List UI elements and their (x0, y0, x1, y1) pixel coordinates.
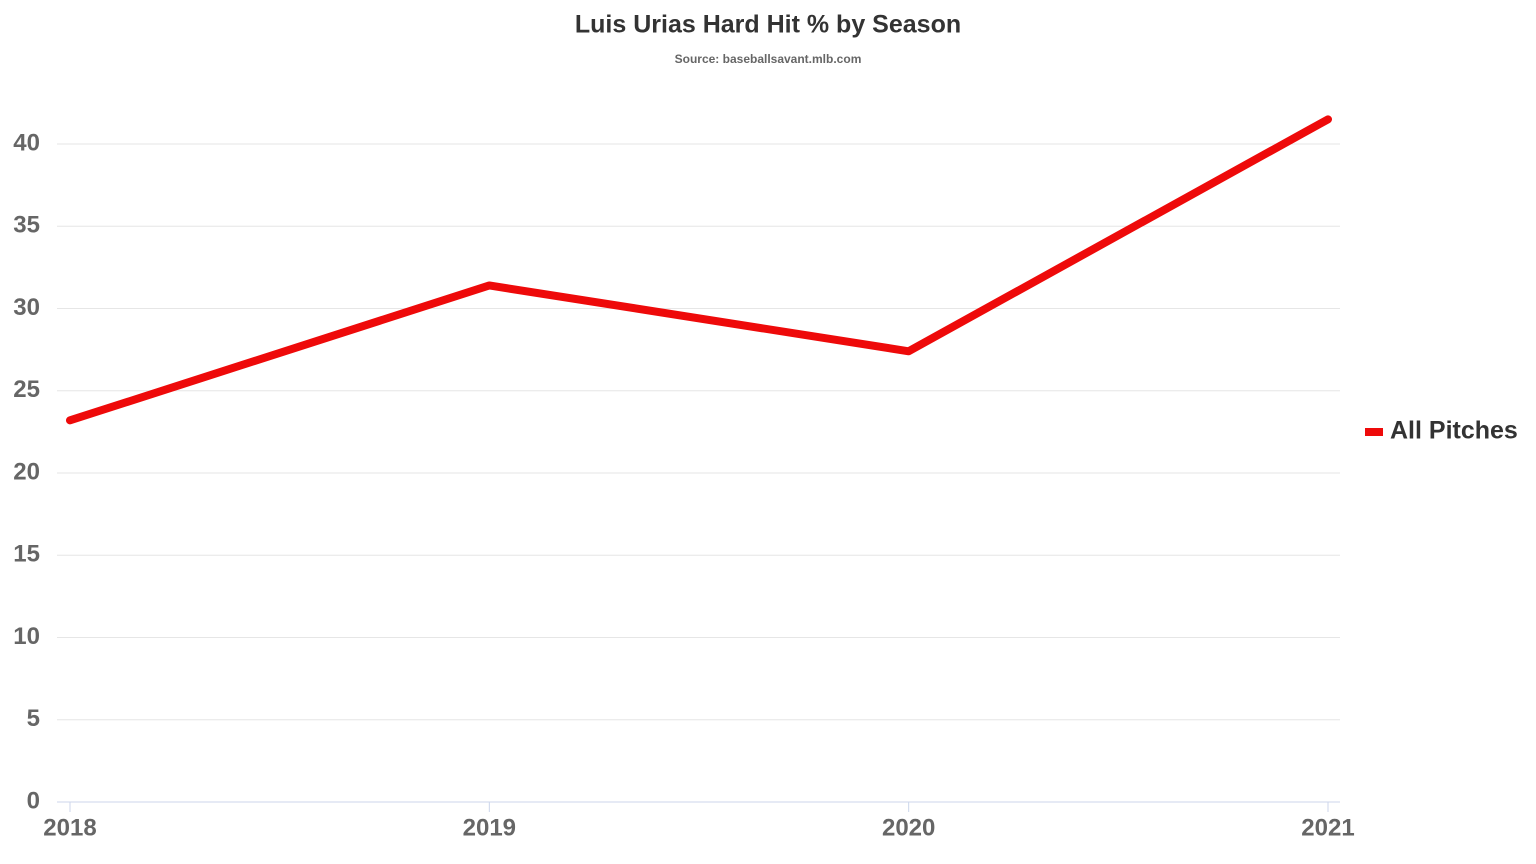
y-tick-label: 25 (13, 376, 40, 403)
line (66, 115, 1332, 425)
y-tick-label: 30 (13, 294, 40, 321)
y-tick-label: 10 (13, 623, 40, 650)
chart-subtitle: Source: baseballsavant.mlb.com (675, 52, 862, 66)
x-tick-label: 2021 (1301, 814, 1354, 841)
y-tick-label: 0 (27, 787, 40, 814)
legend-label: All Pitches (1390, 417, 1518, 445)
y-tick-label: 35 (13, 212, 40, 239)
x-tick-label: 2020 (882, 814, 935, 841)
x-tick-label: 2019 (463, 814, 516, 841)
y-tick-label: 15 (13, 541, 40, 568)
x-tick-label: 2018 (43, 814, 96, 841)
chart-title: Luis Urias Hard Hit % by Season (575, 11, 961, 39)
y-tick-label: 20 (13, 458, 40, 485)
y-tick-label: 5 (27, 705, 40, 732)
y-tick-label: 40 (13, 129, 40, 156)
